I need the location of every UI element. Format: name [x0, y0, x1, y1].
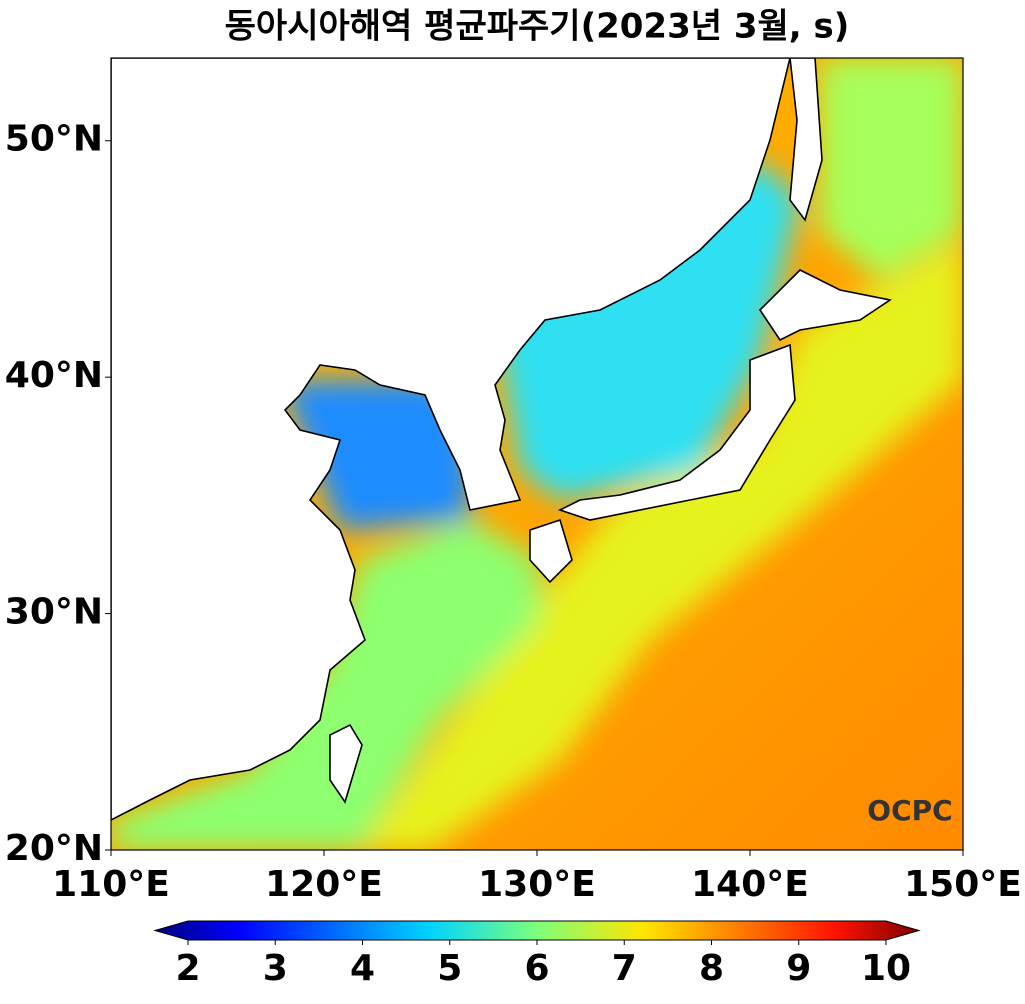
wave-zone [820, 58, 963, 280]
colorbar-tick-label: 7 [612, 948, 637, 989]
map-area [111, 58, 963, 850]
y-tick-label: 20°N [5, 828, 103, 869]
y-tick-label: 30°N [5, 592, 103, 633]
wave-zone [280, 380, 470, 530]
colorbar-body [153, 920, 921, 941]
logo: OCPC [867, 794, 952, 827]
x-tick-label: 150°E [904, 864, 1022, 905]
colorbar-tick-label: 3 [263, 948, 288, 989]
land [789, 58, 823, 222]
colorbar-tick-label: 5 [437, 948, 462, 989]
x-tick-label: 120°E [265, 864, 383, 905]
colorbar-tick-label: 8 [699, 948, 724, 989]
colorbar-tick-label: 2 [175, 948, 200, 989]
colorbar-tick-label: 9 [786, 948, 811, 989]
x-tick-label: 140°E [691, 864, 809, 905]
title: 동아시아해역 평균파주기(2023년 3월, s) [225, 7, 850, 47]
x-tick-label: 110°E [52, 864, 170, 905]
colorbar-tick-label: 6 [524, 948, 549, 989]
land [329, 723, 363, 804]
land [111, 58, 791, 821]
colorbar-tick-label: 4 [350, 948, 375, 989]
colorbar-tick-label: 10 [861, 948, 911, 989]
wave-zone [360, 240, 963, 850]
y-tick-label: 40°N [5, 355, 103, 396]
land [758, 269, 893, 342]
x-tick-label: 130°E [478, 864, 596, 905]
land [557, 343, 796, 521]
land [529, 518, 573, 584]
y-tick-label: 50°N [5, 119, 103, 160]
wave-zone [495, 160, 800, 500]
